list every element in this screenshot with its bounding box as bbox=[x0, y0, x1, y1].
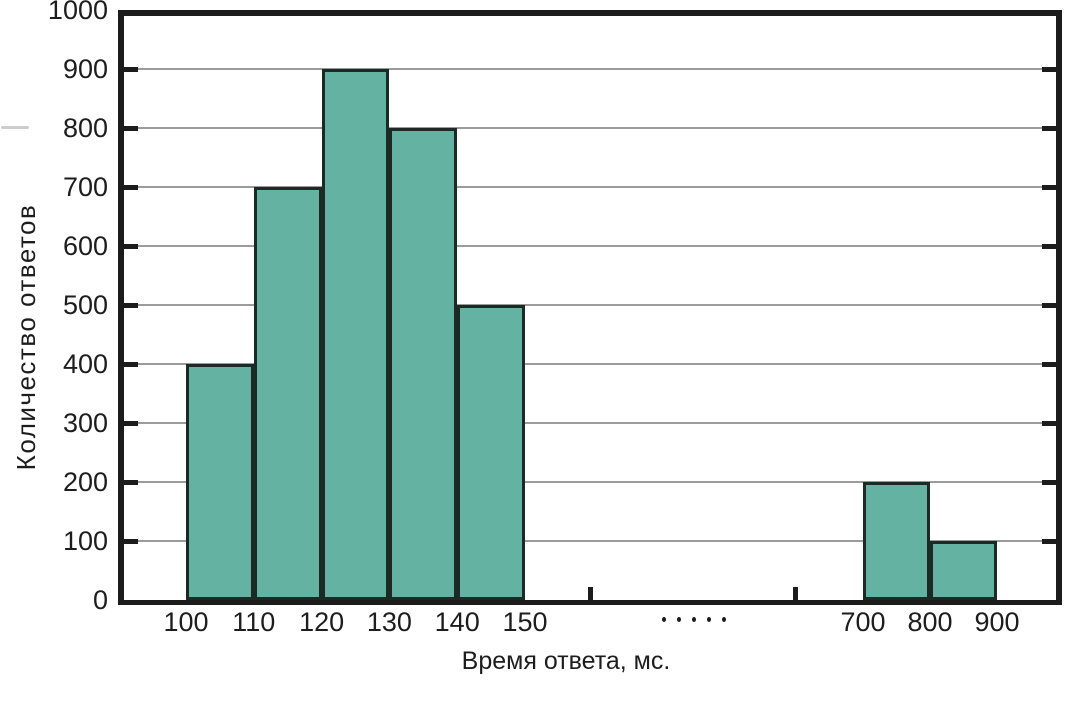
y-tick-mark-left bbox=[124, 361, 138, 367]
y-tick-mark-right bbox=[1042, 420, 1056, 426]
y-tick-mark-right bbox=[1042, 361, 1056, 367]
x-minor-tick-mark bbox=[792, 587, 798, 600]
x-tick-label-150: 150 bbox=[502, 607, 548, 637]
x-axis-title: Время ответа, мс. bbox=[461, 647, 671, 675]
x-tick-label-800: 800 bbox=[907, 607, 953, 637]
y-tick-label-500: 500 bbox=[62, 290, 108, 320]
gridline-y-300 bbox=[124, 422, 1056, 424]
y-tick-mark-right bbox=[1042, 302, 1056, 308]
y-tick-mark-left bbox=[124, 125, 138, 131]
y-tick-mark-right bbox=[1042, 66, 1056, 72]
histogram-bar-110-120 bbox=[253, 187, 322, 600]
y-tick-label-400: 400 bbox=[62, 349, 108, 379]
y-tick-label-0: 0 bbox=[92, 585, 108, 615]
y-axis-title: Количество ответов bbox=[11, 203, 41, 471]
y-tick-mark-left bbox=[124, 538, 138, 544]
y-tick-label-600: 600 bbox=[62, 231, 108, 261]
histogram-bar-700-800 bbox=[863, 482, 930, 600]
y-tick-mark-right bbox=[1042, 243, 1056, 249]
gridline-y-900 bbox=[124, 68, 1056, 70]
y-tick-label-1000: 1000 bbox=[47, 0, 108, 25]
histogram-bar-140-150 bbox=[457, 305, 525, 600]
y-tick-mark-left bbox=[124, 184, 138, 190]
y-tick-label-300: 300 bbox=[62, 408, 108, 438]
axis-break-dot bbox=[662, 617, 666, 622]
y-tick-label-100: 100 bbox=[62, 526, 108, 556]
y-tick-label-200: 200 bbox=[62, 467, 108, 497]
plot-area bbox=[118, 10, 1062, 605]
gridline-y-800 bbox=[124, 127, 1056, 129]
y-tick-label-900: 900 bbox=[62, 54, 108, 84]
y-tick-mark-right bbox=[1042, 184, 1056, 190]
y-tick-mark-left bbox=[124, 302, 138, 308]
y-tick-label-800: 800 bbox=[62, 113, 108, 143]
y-tick-label-700: 700 bbox=[62, 172, 108, 202]
x-tick-label-110: 110 bbox=[232, 607, 276, 637]
stray-mark-artifact bbox=[1, 126, 29, 129]
axis-break-dot bbox=[707, 617, 711, 622]
x-tick-label-900: 900 bbox=[974, 607, 1020, 637]
x-tick-label-140: 140 bbox=[434, 607, 480, 637]
y-tick-mark-left bbox=[124, 66, 138, 72]
axis-break-dot bbox=[677, 617, 681, 622]
y-tick-mark-right bbox=[1042, 125, 1056, 131]
y-tick-mark-right bbox=[1042, 479, 1056, 485]
gridline-y-400 bbox=[124, 363, 1056, 365]
x-tick-label-100: 100 bbox=[163, 607, 209, 637]
axis-break-dot bbox=[722, 617, 726, 622]
y-tick-mark-left bbox=[124, 420, 138, 426]
gridline-y-500 bbox=[124, 304, 1056, 306]
x-tick-label-120: 120 bbox=[299, 607, 345, 637]
gridline-y-100 bbox=[124, 540, 1056, 542]
x-minor-tick-mark bbox=[587, 587, 593, 600]
gridline-y-600 bbox=[124, 245, 1056, 247]
histogram-bar-100-110 bbox=[186, 364, 254, 600]
gridline-y-200 bbox=[124, 481, 1056, 483]
y-tick-mark-left bbox=[124, 479, 138, 485]
histogram-bar-800-900 bbox=[930, 541, 997, 600]
x-tick-label-700: 700 bbox=[840, 607, 886, 637]
y-tick-mark-right bbox=[1042, 538, 1056, 544]
histogram-bar-130-140 bbox=[389, 128, 458, 600]
axis-break-dot bbox=[692, 617, 696, 622]
x-tick-label-130: 130 bbox=[366, 607, 412, 637]
gridline-y-700 bbox=[124, 186, 1056, 188]
y-tick-mark-left bbox=[124, 243, 138, 249]
histogram-bar-120-130 bbox=[321, 69, 390, 600]
